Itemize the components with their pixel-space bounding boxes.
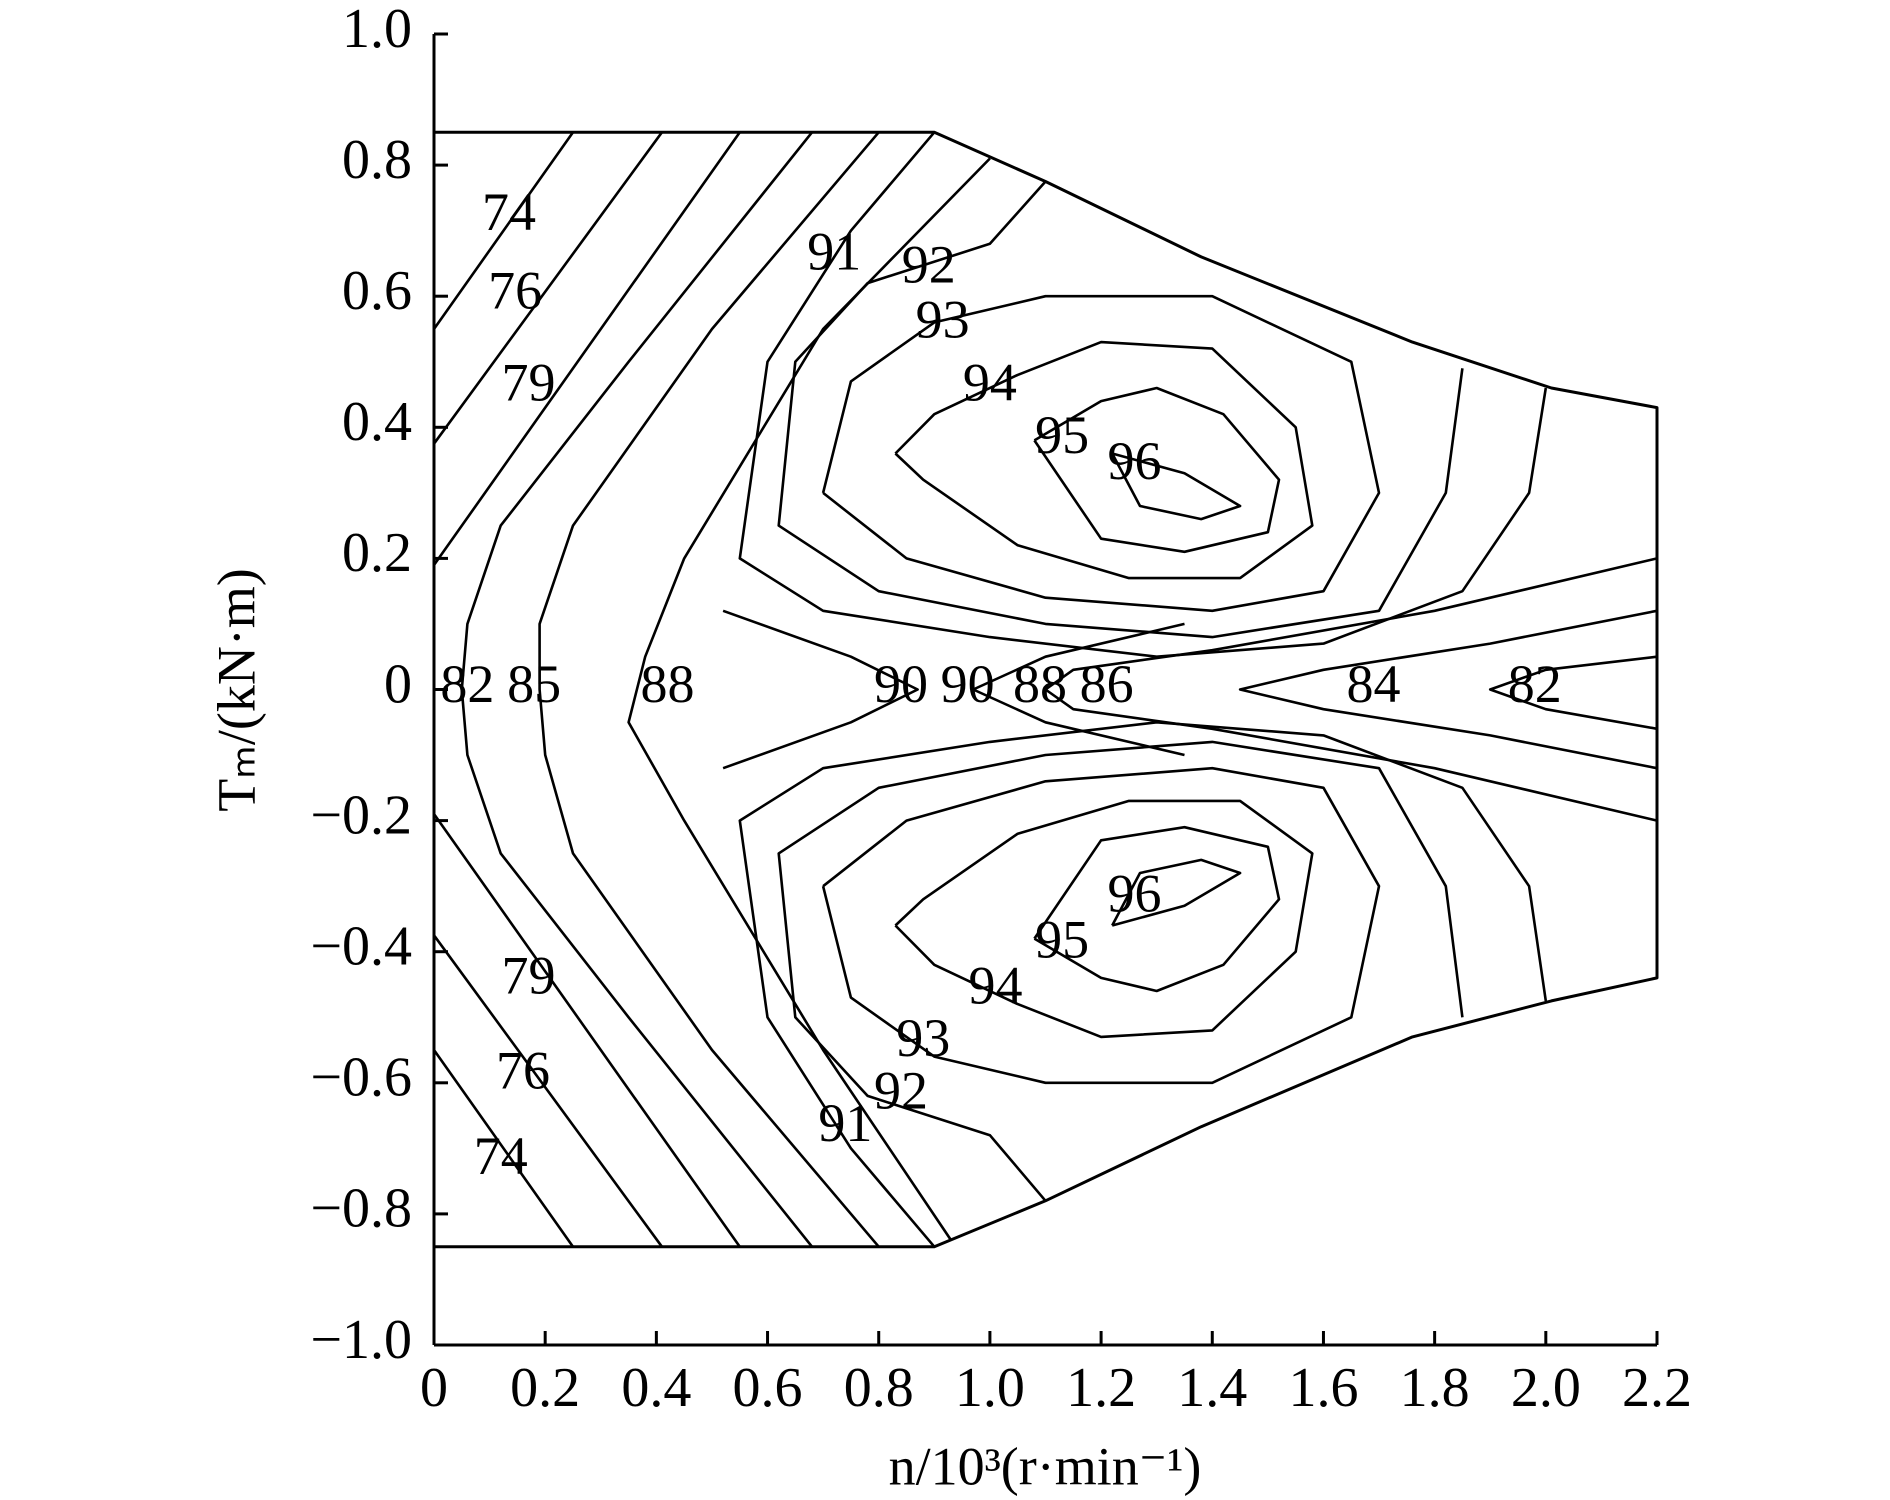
contour-line bbox=[777, 180, 1464, 1202]
y-tick-label: 0.8 bbox=[342, 129, 412, 191]
contour-label: 96 bbox=[1107, 431, 1161, 491]
y-axis-label: Tₘ/(kN·m) bbox=[206, 568, 266, 812]
contour-line bbox=[432, 131, 741, 1248]
x-tick-label: 1.6 bbox=[1288, 1357, 1358, 1419]
y-tick-label: −0.4 bbox=[310, 916, 412, 978]
contour-line bbox=[432, 131, 663, 1248]
x-tick-label: 1.2 bbox=[1066, 1357, 1136, 1419]
contour-label: 76 bbox=[488, 261, 542, 321]
contour-line bbox=[538, 131, 880, 1248]
y-tick-label: −1.0 bbox=[310, 1309, 412, 1371]
contour-line bbox=[1238, 609, 1658, 770]
x-tick-label: 0.2 bbox=[510, 1357, 580, 1419]
contour-line bbox=[1044, 557, 1658, 822]
x-tick-label: 2.0 bbox=[1511, 1357, 1581, 1419]
contour-label: 91 bbox=[807, 221, 861, 281]
contour-label: 74 bbox=[482, 182, 536, 242]
x-tick-label: 1.4 bbox=[1177, 1357, 1247, 1419]
y-tick-label: −0.8 bbox=[310, 1178, 412, 1240]
contour-label: 92 bbox=[902, 234, 956, 294]
contour-label: 95 bbox=[1035, 910, 1089, 970]
contour-line bbox=[1033, 386, 1281, 993]
x-tick-label: 0.4 bbox=[621, 1357, 691, 1419]
contour-label: 79 bbox=[502, 352, 556, 412]
y-tick-label: 0.2 bbox=[342, 522, 412, 584]
x-tick-label: 0.6 bbox=[733, 1357, 803, 1419]
x-axis-label: n/10³(r·min⁻¹) bbox=[889, 1436, 1202, 1496]
contour-label: 84 bbox=[1346, 654, 1400, 714]
contour-label: 86 bbox=[1080, 654, 1134, 714]
contour-label: 93 bbox=[916, 289, 970, 349]
x-tick-label: 1.8 bbox=[1400, 1357, 1470, 1419]
contour-line bbox=[894, 340, 1314, 1039]
contour-line bbox=[1488, 655, 1658, 731]
contour-label: 90 bbox=[941, 654, 995, 714]
contour-line bbox=[432, 131, 575, 1248]
x-tick-label: 1.0 bbox=[955, 1357, 1025, 1419]
x-tick-label: 0 bbox=[420, 1357, 448, 1419]
contour-label: 82 bbox=[1508, 654, 1562, 714]
contour-line bbox=[460, 131, 814, 1248]
contour-label: 76 bbox=[496, 1041, 550, 1101]
contour-line bbox=[738, 131, 1548, 1248]
contour-label: 94 bbox=[963, 352, 1017, 412]
contour-label: 90 bbox=[874, 654, 928, 714]
y-tick-label: 0 bbox=[384, 653, 412, 715]
contour-label: 79 bbox=[502, 946, 556, 1006]
contour-line bbox=[821, 294, 1381, 1085]
contour-label: 82 bbox=[440, 654, 494, 714]
y-tick-label: 0.4 bbox=[342, 391, 412, 453]
y-tick-label: −0.2 bbox=[310, 784, 412, 846]
y-tick-label: −0.6 bbox=[310, 1047, 412, 1109]
contour-line bbox=[722, 609, 1185, 770]
x-tick-label: 2.2 bbox=[1622, 1357, 1692, 1419]
y-tick-label: 1.0 bbox=[342, 0, 412, 60]
x-tick-label: 0.8 bbox=[844, 1357, 914, 1419]
y-tick-label: 0.6 bbox=[342, 260, 412, 322]
contour-label: 92 bbox=[874, 1060, 928, 1120]
contour-label: 88 bbox=[640, 654, 694, 714]
contour-label: 94 bbox=[968, 955, 1022, 1015]
operating-boundary bbox=[434, 130, 1659, 1249]
contour-label: 96 bbox=[1107, 864, 1161, 924]
contour-label: 85 bbox=[507, 654, 561, 714]
contour-label: 91 bbox=[818, 1093, 872, 1153]
contour-label: 88 bbox=[1013, 654, 1067, 714]
contour-label: 95 bbox=[1035, 405, 1089, 465]
contour-line bbox=[627, 157, 991, 1241]
contour-label: 74 bbox=[474, 1126, 528, 1186]
contour-line bbox=[1111, 452, 1242, 927]
contour-label: 93 bbox=[896, 1008, 950, 1068]
